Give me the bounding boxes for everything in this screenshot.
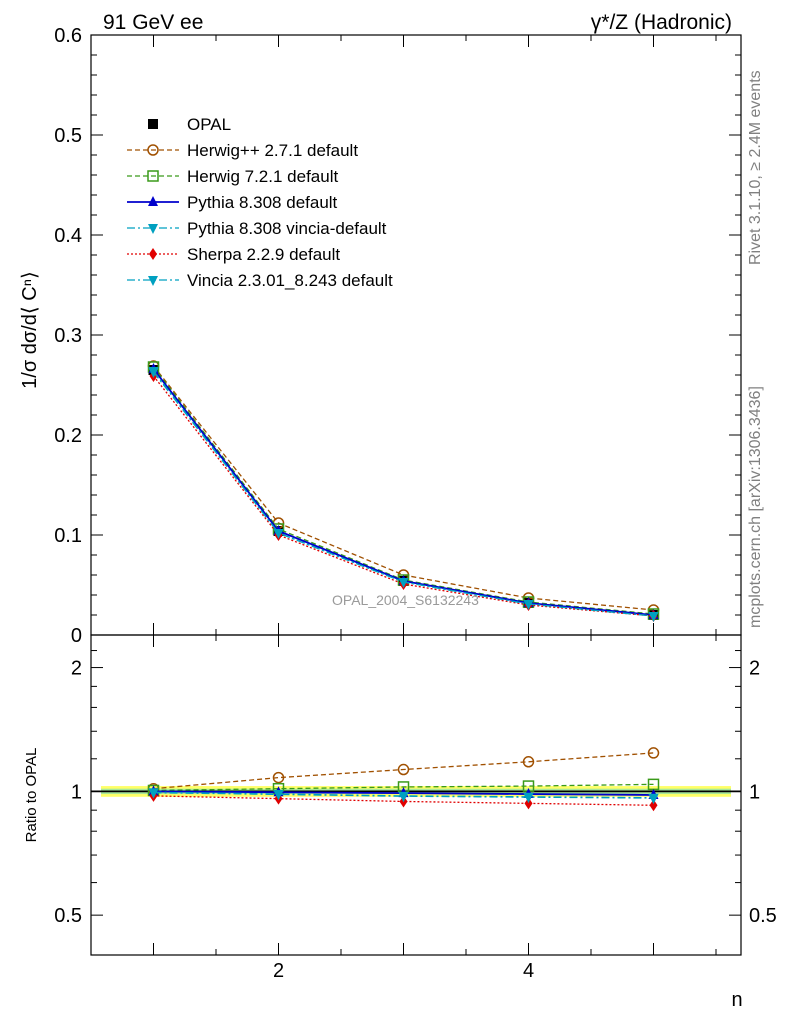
ratio-y-tick-label-right: 2 — [749, 658, 760, 680]
ratio-data-point — [649, 799, 658, 812]
ratio-y-tick-label-right: 0.5 — [749, 905, 777, 927]
legend-label-pythia-8-308-vincia-default: Pythia 8.308 vincia-default — [187, 219, 387, 238]
legend-marker-vincia-2-3-01-8-243-default — [148, 276, 158, 286]
legend-label-sherpa-2-2-9-default: Sherpa 2.2.9 default — [187, 245, 340, 264]
main-y-tick-label: 0.6 — [54, 25, 82, 47]
ratio-data-point — [523, 793, 534, 804]
legend-marker-pythia-8-308-default — [148, 196, 158, 206]
legend-label-herwig-2-7-1-default: Herwig++ 2.7.1 default — [187, 141, 358, 160]
ratio-series-line — [153, 783, 654, 792]
ratio-data-point — [397, 763, 410, 776]
rivet-version-label: Rivet 3.1.10, ≥ 2.4M events — [747, 70, 764, 265]
ratio-data-point — [648, 794, 659, 805]
legend-marker-herwig-2-7-1-default — [147, 144, 159, 156]
ratio-data-point — [398, 792, 409, 803]
ratio-data-point — [522, 756, 535, 768]
legend-marker-herwig-7-2-1-default — [147, 170, 159, 182]
ratio-series-vincia-2-3-01-8-243-default — [148, 788, 659, 805]
legend-marker-pythia-8-308-vincia-default — [148, 224, 158, 234]
x-tick-label: 2 — [273, 960, 284, 982]
ratio-data-point — [272, 771, 285, 784]
data-point — [648, 612, 659, 622]
series-vincia-2-3-01-8-243-default — [148, 368, 659, 622]
legend-label-herwig-7-2-1-default: Herwig 7.2.1 default — [187, 167, 338, 186]
main-y-axis-label: 1/σ dσ/d⟨ Cⁿ⟩ — [19, 271, 41, 389]
data-point — [273, 529, 284, 539]
ratio-y-tick-label: 0.5 — [54, 905, 82, 927]
ratio-series-line — [153, 752, 654, 790]
ratio-y-axis-label: Ratio to OPAL — [23, 748, 40, 843]
data-point — [523, 600, 534, 610]
x-axis-label: n — [731, 989, 742, 1011]
main-y-tick-label: 0 — [71, 625, 82, 647]
main-y-tick-label: 0.3 — [54, 325, 82, 347]
legend: OPAL Herwig++ 2.7.1 default Herwig 7.2.1 d… — [127, 115, 393, 290]
header-left-label: 91 GeV ee — [103, 11, 203, 34]
ratio-data-point — [524, 797, 533, 810]
legend-marker-sherpa-2-2-9-default — [149, 248, 157, 260]
main-y-tick-label: 0.5 — [54, 125, 82, 147]
main-y-tick-label: 0.2 — [54, 425, 82, 447]
ratio-y-tick-label: 2 — [71, 658, 82, 680]
ratio-panel: 0.5 0.5 1 1 2 2 2 4 Ratio to OPAL n — [23, 634, 777, 1011]
data-point — [398, 578, 409, 588]
ratio-y-tick-label: 1 — [71, 781, 82, 803]
main-panel: 0 0.1 0.2 0.3 0.4 0.5 0.6 1/σ dσ/d⟨ Cⁿ⟩ OPAL Herw… — [19, 25, 742, 647]
ratio-data-point — [148, 788, 159, 799]
x-tick-label: 4 — [523, 960, 534, 982]
data-point — [148, 368, 159, 378]
main-y-tick-label: 0.1 — [54, 525, 82, 547]
series-line — [152, 365, 654, 611]
ratio-y-tick-label-right: 1 — [749, 781, 760, 803]
mcplots-label: mcplots.cern.ch [arXiv:1306.3436] — [747, 386, 764, 628]
analysis-watermark: OPAL_2004_S6132243 — [332, 592, 479, 608]
ratio-series-line — [153, 791, 654, 799]
ratio-series-line — [153, 795, 654, 806]
header-right-label: γ*/Z (Hadronic) — [591, 11, 732, 34]
ratio-data-point — [273, 790, 284, 801]
ratio-data-point — [647, 747, 660, 759]
legend-label-opal: OPAL — [187, 115, 231, 134]
ratio-frame — [90, 634, 742, 956]
main-y-tick-label: 0.4 — [54, 225, 82, 247]
legend-label-pythia-8-308-default: Pythia 8.308 default — [187, 193, 338, 212]
legend-label-vincia-2-3-01-8-243-default: Vincia 2.3.01_8.243 default — [187, 271, 393, 290]
legend-marker-opal — [148, 119, 158, 129]
